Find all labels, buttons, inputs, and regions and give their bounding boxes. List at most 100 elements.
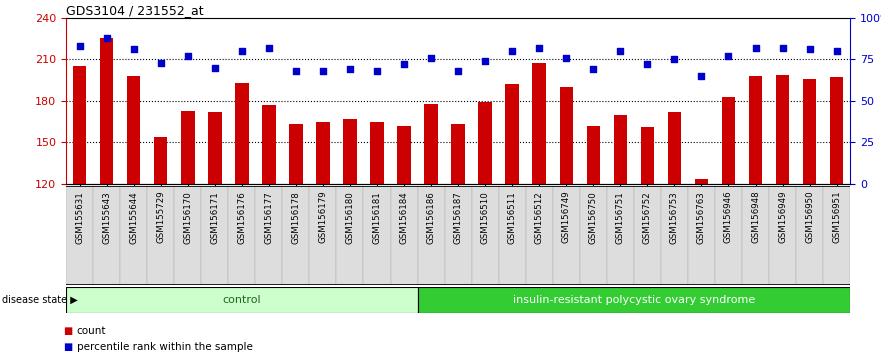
Point bbox=[532, 45, 546, 51]
Bar bbox=[418, 287, 850, 313]
Text: GSM156753: GSM156753 bbox=[670, 191, 679, 244]
Bar bbox=[235, 83, 248, 184]
Text: GSM156178: GSM156178 bbox=[292, 191, 300, 244]
Text: GSM156177: GSM156177 bbox=[264, 191, 273, 244]
Point bbox=[397, 62, 411, 67]
Bar bbox=[688, 186, 715, 285]
Bar bbox=[154, 137, 167, 184]
Bar bbox=[695, 178, 708, 184]
Text: GSM156946: GSM156946 bbox=[724, 191, 733, 244]
Point bbox=[343, 67, 357, 72]
Bar bbox=[445, 186, 471, 285]
Bar bbox=[66, 186, 93, 285]
Point bbox=[208, 65, 222, 70]
Text: GSM156179: GSM156179 bbox=[318, 191, 328, 244]
Text: GSM156184: GSM156184 bbox=[400, 191, 409, 244]
Point bbox=[370, 68, 384, 74]
Bar bbox=[309, 186, 337, 285]
Bar bbox=[823, 186, 850, 285]
Point bbox=[100, 35, 114, 40]
Bar bbox=[397, 126, 411, 184]
Bar bbox=[370, 122, 384, 184]
Point bbox=[181, 53, 195, 59]
Text: GSM156180: GSM156180 bbox=[345, 191, 354, 244]
Bar bbox=[769, 186, 796, 285]
Point bbox=[749, 45, 763, 51]
Point bbox=[153, 60, 167, 65]
Bar bbox=[255, 186, 283, 285]
Point bbox=[234, 48, 248, 54]
Text: GSM156948: GSM156948 bbox=[751, 191, 760, 244]
Point bbox=[613, 48, 627, 54]
Bar bbox=[364, 186, 390, 285]
Bar bbox=[532, 63, 546, 184]
Text: GSM156170: GSM156170 bbox=[183, 191, 192, 244]
Bar bbox=[633, 186, 661, 285]
Point bbox=[803, 46, 817, 52]
Bar bbox=[181, 110, 195, 184]
Bar bbox=[803, 79, 817, 184]
Text: count: count bbox=[77, 326, 106, 336]
Bar bbox=[262, 105, 276, 184]
Point bbox=[289, 68, 303, 74]
Point bbox=[668, 57, 682, 62]
Point bbox=[505, 48, 519, 54]
Point bbox=[262, 45, 276, 51]
Bar bbox=[478, 102, 492, 184]
Bar bbox=[526, 186, 552, 285]
Text: control: control bbox=[223, 295, 261, 305]
Bar bbox=[722, 97, 736, 184]
Bar bbox=[390, 186, 418, 285]
Bar bbox=[506, 84, 519, 184]
Point bbox=[830, 48, 844, 54]
Bar bbox=[830, 77, 843, 184]
Bar bbox=[73, 66, 86, 184]
Point bbox=[559, 55, 574, 61]
Text: GSM156950: GSM156950 bbox=[805, 191, 814, 244]
Bar bbox=[120, 186, 147, 285]
Text: GSM156763: GSM156763 bbox=[697, 191, 706, 244]
Bar bbox=[100, 39, 114, 184]
Bar bbox=[127, 76, 140, 184]
Bar bbox=[559, 87, 573, 184]
Text: GSM156187: GSM156187 bbox=[454, 191, 463, 244]
Bar bbox=[451, 125, 465, 184]
Bar bbox=[715, 186, 742, 285]
Bar bbox=[607, 186, 633, 285]
Bar bbox=[776, 75, 789, 184]
Text: GDS3104 / 231552_at: GDS3104 / 231552_at bbox=[66, 4, 204, 17]
Bar bbox=[425, 104, 438, 184]
Bar bbox=[283, 186, 309, 285]
Text: GSM156751: GSM156751 bbox=[616, 191, 625, 244]
Point bbox=[451, 68, 465, 74]
Bar bbox=[201, 186, 228, 285]
Bar bbox=[228, 186, 255, 285]
Bar bbox=[93, 186, 120, 285]
Bar bbox=[147, 186, 174, 285]
Text: GSM155644: GSM155644 bbox=[130, 191, 138, 244]
Bar bbox=[749, 76, 762, 184]
Text: GSM156181: GSM156181 bbox=[373, 191, 381, 244]
Point bbox=[478, 58, 492, 64]
Point bbox=[775, 45, 789, 51]
Point bbox=[424, 55, 438, 61]
Bar bbox=[66, 287, 418, 313]
Bar bbox=[174, 186, 201, 285]
Bar bbox=[289, 125, 303, 184]
Point bbox=[316, 68, 330, 74]
Text: GSM156510: GSM156510 bbox=[481, 191, 490, 244]
Text: GSM156949: GSM156949 bbox=[778, 191, 787, 243]
Text: percentile rank within the sample: percentile rank within the sample bbox=[77, 342, 253, 352]
Bar bbox=[552, 186, 580, 285]
Text: insulin-resistant polycystic ovary syndrome: insulin-resistant polycystic ovary syndr… bbox=[513, 295, 755, 305]
Point bbox=[127, 46, 141, 52]
Bar bbox=[661, 186, 688, 285]
Bar bbox=[344, 119, 357, 184]
Text: GSM156951: GSM156951 bbox=[833, 191, 841, 244]
Bar bbox=[316, 122, 329, 184]
Text: disease state ▶: disease state ▶ bbox=[2, 295, 78, 305]
Bar bbox=[742, 186, 769, 285]
Text: ■: ■ bbox=[63, 342, 72, 352]
Bar bbox=[208, 112, 221, 184]
Text: GSM155729: GSM155729 bbox=[156, 191, 166, 244]
